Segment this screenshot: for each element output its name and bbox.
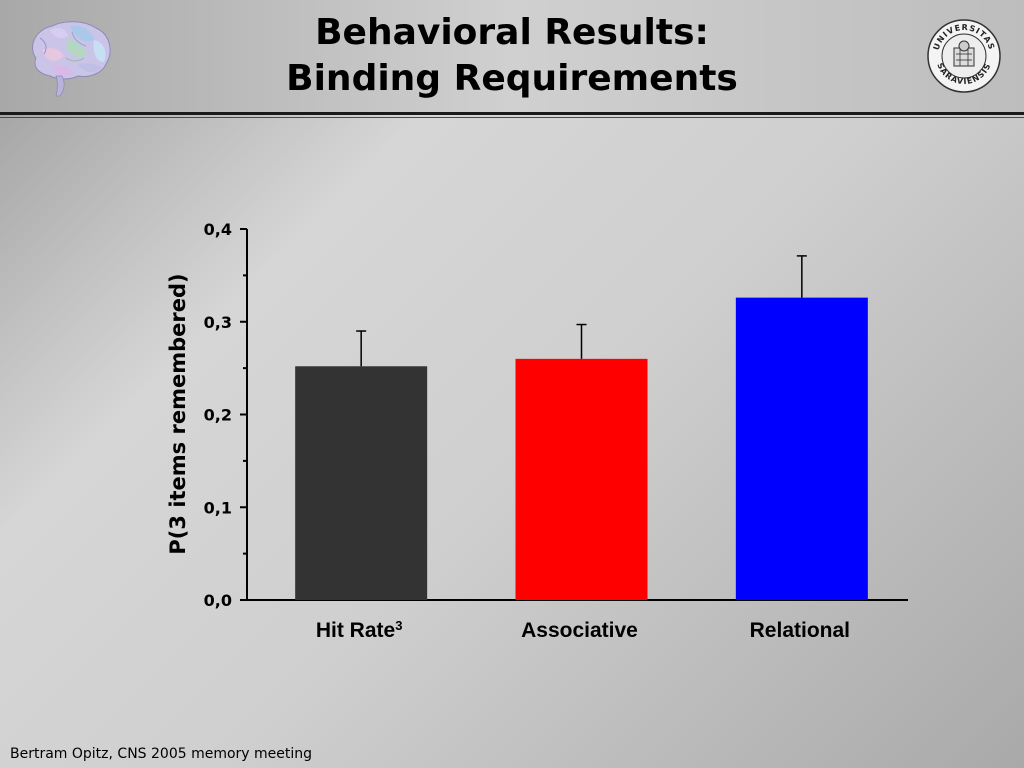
footer-credit: Bertram Opitz, CNS 2005 memory meeting <box>10 746 313 762</box>
bar-hit-rate <box>295 366 428 600</box>
header-band <box>0 0 1024 112</box>
university-seal-icon: UNIVERSITAS SARAVIENSIS <box>927 19 1001 93</box>
y-tick-label: 0,2 <box>204 406 232 425</box>
brain-icon <box>32 21 111 97</box>
header-divider <box>0 112 1024 115</box>
bar-relational <box>735 297 868 600</box>
header-divider-thin <box>0 117 1024 118</box>
y-tick-label: 0,3 <box>204 313 232 332</box>
y-axis-label: P(3 items remembered) <box>166 273 190 554</box>
x-category-label: Associative <box>521 619 638 642</box>
y-tick-label: 0,1 <box>204 498 232 517</box>
x-category-label: Relational <box>750 619 850 642</box>
title-line-2: Binding Requirements <box>286 58 738 99</box>
x-category-text: Relational <box>750 619 850 642</box>
title-line-1: Behavioral Results: <box>315 12 709 53</box>
x-category-superscript: 3 <box>395 618 402 633</box>
y-tick-label: 0,4 <box>204 220 232 239</box>
x-category-label: Hit Rate3 <box>316 618 403 642</box>
x-category-text: Hit Rate <box>316 619 395 642</box>
x-category-text: Associative <box>521 619 638 642</box>
slide-title: Behavioral Results: Binding Requirements <box>180 10 844 102</box>
y-tick-label: 0,0 <box>204 591 232 610</box>
bar-associative <box>515 358 648 600</box>
